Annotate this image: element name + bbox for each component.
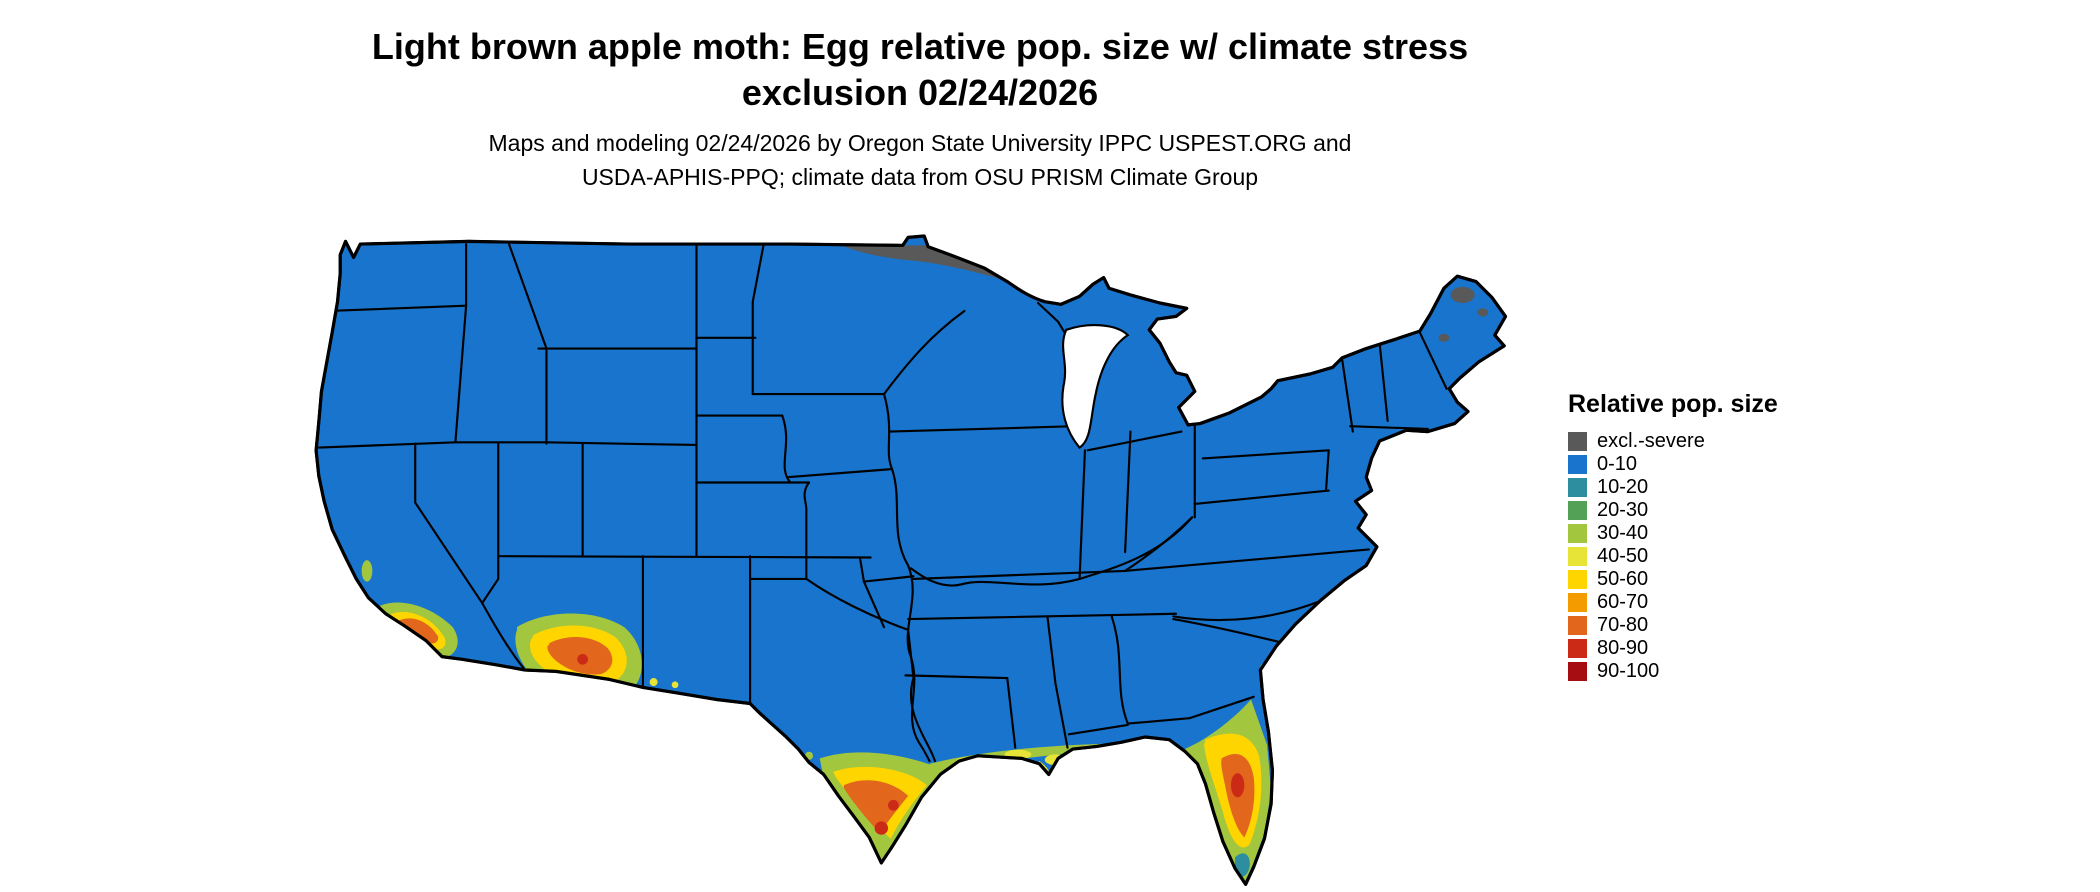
- region-south-texas-orange: [843, 780, 909, 834]
- legend-swatch: [1568, 570, 1587, 589]
- legend-item-b30: 30-40: [1568, 522, 1778, 544]
- map-title: Light brown apple moth: Egg relative pop…: [0, 24, 1840, 116]
- legend-swatch: [1568, 501, 1587, 520]
- region-excl-maine-north: [1450, 286, 1475, 304]
- legend-title: Relative pop. size: [1568, 390, 1778, 418]
- legend-label: excl.-severe: [1597, 430, 1705, 452]
- legend-label: 60-70: [1597, 591, 1649, 613]
- legend-label: 10-20: [1597, 476, 1649, 498]
- region-excl-new-hampshire: [1438, 333, 1450, 342]
- map-subtitle: Maps and modeling 02/24/2026 by Oregon S…: [0, 126, 1840, 194]
- legend-label: 70-80: [1597, 614, 1649, 636]
- legend-items: excl.-severe 0-10 10-20 20-30 30-40 40-50 50-6…: [1568, 430, 1778, 682]
- state-borders: [316, 243, 1448, 763]
- region-california-central-valley: [361, 560, 373, 582]
- legend-label: 50-60: [1597, 568, 1649, 590]
- region-south-texas-red2: [888, 799, 899, 811]
- legend-swatch: [1568, 455, 1587, 474]
- legend-swatch: [1568, 432, 1587, 451]
- map-legend: Relative pop. size excl.-severe 0-10 10-20…: [1568, 390, 1778, 685]
- map-subtitle-line2: USDA-APHIS-PPQ; climate data from OSU PR…: [581, 164, 1259, 190]
- legend-label: 80-90: [1597, 637, 1649, 659]
- legend-item-b90: 90-100: [1568, 660, 1778, 682]
- legend-item-b60: 60-70: [1568, 591, 1778, 613]
- region-southern-california-orange: [399, 618, 439, 644]
- region-excl-maine-east: [1477, 308, 1489, 317]
- map-title-line1: Light brown apple moth: Egg relative pop…: [371, 26, 1469, 67]
- region-new-mexico-border-spot1: [649, 678, 658, 687]
- legend-label: 40-50: [1597, 545, 1649, 567]
- legend-label: 90-100: [1597, 660, 1660, 682]
- lake-michigan: [1061, 324, 1130, 450]
- legend-label: 20-30: [1597, 499, 1649, 521]
- us-map: [314, 234, 1508, 886]
- legend-swatch: [1568, 616, 1587, 635]
- legend-label: 30-40: [1597, 522, 1649, 544]
- legend-swatch: [1568, 524, 1587, 543]
- population-overlay-regions: [361, 245, 1489, 883]
- legend-swatch: [1568, 662, 1587, 681]
- legend-item-b70: 70-80: [1568, 614, 1778, 636]
- legend-item-b10: 10-20: [1568, 476, 1778, 498]
- legend-item-excl: excl.-severe: [1568, 430, 1778, 452]
- legend-item-b50: 50-60: [1568, 568, 1778, 590]
- region-florida-tip-teal: [1234, 853, 1250, 877]
- region-arizona-red-core: [577, 653, 588, 665]
- region-new-mexico-border-spot2: [671, 681, 679, 689]
- legend-swatch: [1568, 547, 1587, 566]
- legend-label: 0-10: [1597, 453, 1638, 475]
- map-figure: [308, 228, 1527, 887]
- legend-item-b40: 40-50: [1568, 545, 1778, 567]
- region-south-texas-red1: [874, 821, 889, 835]
- map-subtitle-line1: Maps and modeling 02/24/2026 by Oregon S…: [488, 130, 1352, 156]
- legend-swatch: [1568, 639, 1587, 658]
- legend-item-b20: 20-30: [1568, 499, 1778, 521]
- legend-swatch: [1568, 478, 1587, 497]
- legend-item-b80: 80-90: [1568, 637, 1778, 659]
- map-title-line2: exclusion 02/24/2026: [741, 72, 1099, 113]
- legend-item-b0: 0-10: [1568, 453, 1778, 475]
- region-florida-red-core: [1230, 773, 1245, 798]
- legend-swatch: [1568, 593, 1587, 612]
